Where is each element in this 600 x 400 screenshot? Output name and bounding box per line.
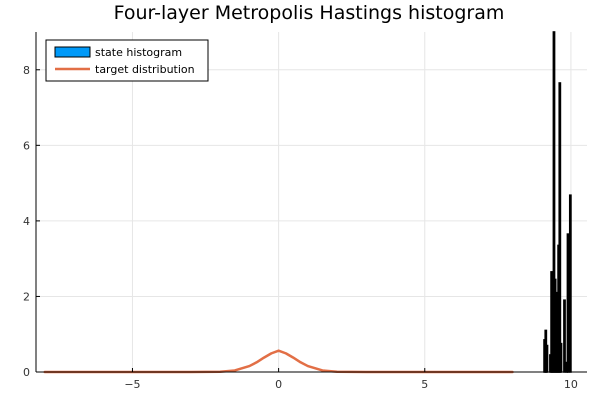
x-tick-label-0: −5 — [124, 378, 140, 391]
histogram-bar-2 — [545, 344, 549, 373]
x-tick-label-1: 0 — [275, 378, 282, 391]
y-tick-label-3: 6 — [23, 139, 30, 152]
histogram-bar-13 — [563, 299, 566, 373]
x-tick-label-3: 10 — [564, 378, 578, 391]
histogram-bar-15 — [566, 233, 570, 373]
chart-title: Four-layer Metropolis Hastings histogram — [114, 2, 505, 24]
legend-swatch-histogram — [54, 46, 91, 58]
histogram-bar-12 — [559, 342, 563, 373]
axes — [35, 32, 587, 373]
legend-label-histogram: state histogram — [95, 46, 182, 59]
histogram-bars — [543, 31, 572, 373]
legend-label-target: target distribution — [95, 63, 195, 76]
histogram-bar-11 — [558, 82, 562, 373]
y-tick-label-1: 2 — [23, 290, 30, 303]
histogram-bar-16 — [568, 194, 572, 373]
legend: state histogram target distribution — [45, 39, 209, 82]
y-tick-label-4: 8 — [23, 64, 30, 77]
tick-labels: −5 0 5 10 0 2 4 6 8 — [23, 64, 578, 391]
y-tick-label-0: 0 — [23, 366, 30, 379]
x-tick-label-2: 5 — [421, 378, 428, 391]
y-tick-label-2: 4 — [23, 215, 30, 228]
